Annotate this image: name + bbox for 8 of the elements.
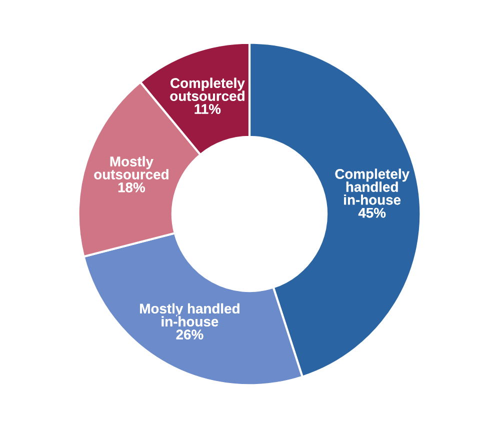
data-label: 11% <box>194 104 221 114</box>
slice-label: Completely outsourced <box>170 78 245 101</box>
slice-label: Mostly handled in-house <box>140 303 240 326</box>
slice-label: Mostly outsourced <box>94 156 168 180</box>
slice-label: Completely handled in-house <box>335 168 410 205</box>
data-label: 45% <box>358 208 386 218</box>
data-label: 18% <box>118 182 145 192</box>
data-label: 26% <box>176 330 204 340</box>
